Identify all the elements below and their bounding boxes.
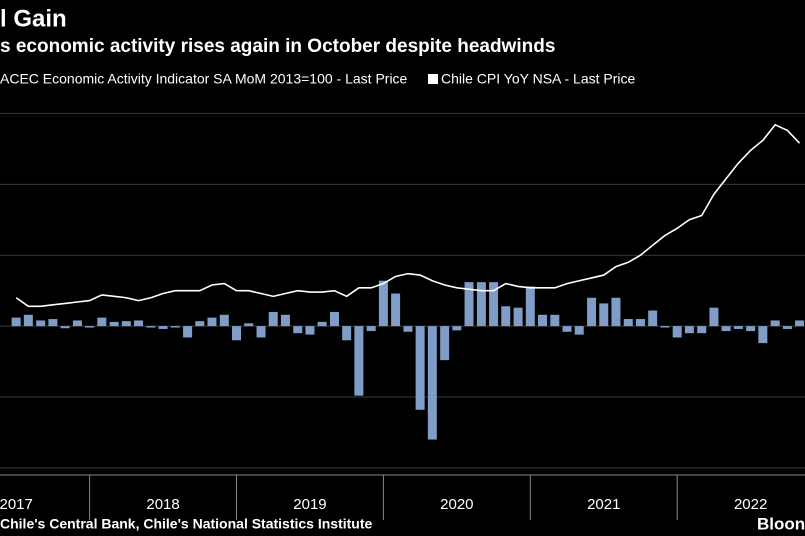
source: Chile's Central Bank, Chile's National S… [0,516,373,532]
bar [611,297,621,327]
bar [476,282,486,327]
bar [244,323,254,327]
bar [391,293,401,327]
bar [158,326,168,329]
bar [354,326,364,396]
bar [440,326,450,361]
bar [72,320,82,327]
bar [709,307,719,327]
bar [170,326,180,328]
bar [219,314,229,327]
bar [11,317,21,327]
bar [501,306,511,327]
bar [256,326,266,338]
bar [146,326,156,328]
bar [721,326,731,332]
legend-label: Chile CPI YoY NSA - Last Price [441,71,635,87]
bar [293,326,303,334]
bar [599,303,609,327]
bar [635,319,645,327]
bar [513,307,523,327]
bar [427,326,437,440]
bar [134,320,144,327]
bar [366,326,376,332]
bar [232,326,242,341]
bar [489,282,499,327]
bar [378,280,388,327]
bar [121,321,131,327]
chart-title: l Gain [0,5,67,32]
chart-subtitle: s economic activity rises again in Octob… [0,36,555,57]
bar [587,297,597,327]
bar [452,326,462,331]
bar [537,314,547,327]
bar [97,317,107,327]
bar [648,310,658,327]
x-tick-label: 2019 [293,496,326,513]
bar [342,326,352,341]
bar [660,326,670,328]
bar [697,326,707,334]
bar [746,326,756,332]
line [15,123,801,308]
bar [403,326,413,332]
bar [23,314,33,327]
bar [782,326,792,329]
bar [770,320,780,327]
legend-label: ACEC Economic Activity Indicator SA MoM … [0,71,408,87]
bar [562,326,572,332]
bar [36,320,46,327]
x-tick-label: 2020 [440,496,473,513]
bar [48,319,58,327]
x-tick-label: 2017 [0,496,33,513]
bar [684,326,694,334]
bar [195,321,205,327]
bar [207,317,217,327]
bar [329,311,339,327]
bar [550,314,560,327]
brand: Bloon [757,514,805,533]
bar [623,319,633,327]
bar [464,282,474,327]
bar [317,321,327,327]
bar [795,320,805,327]
bar [733,326,743,329]
bar [415,326,425,410]
bar [758,326,768,344]
bar [672,326,682,338]
bar [183,326,193,338]
bar [85,326,95,328]
x-tick-label: 2021 [587,496,620,513]
bar [60,326,70,329]
bar [574,326,584,335]
bar [525,286,535,327]
bar [280,314,290,327]
x-tick-label: 2018 [146,496,179,513]
legend-swatch [428,74,438,84]
bar [109,321,119,327]
x-tick-label: 2022 [734,496,767,513]
bar [305,326,315,335]
bar [268,311,278,327]
